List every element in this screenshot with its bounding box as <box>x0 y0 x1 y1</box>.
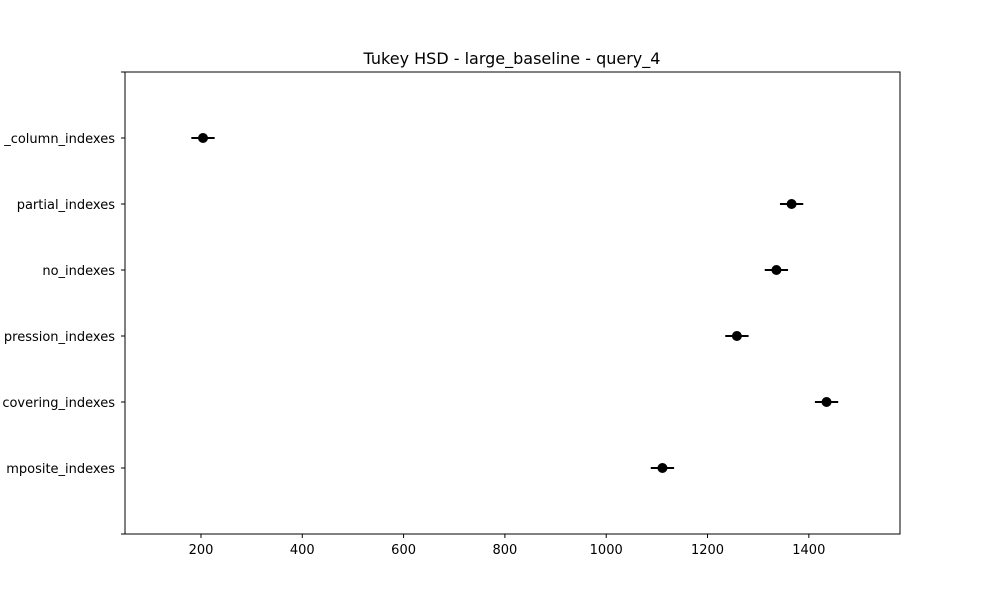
x-tick-label: 400 <box>290 543 315 558</box>
mean-point <box>198 133 209 143</box>
x-axis: 200 400 600 800 1000 1200 1400 <box>189 534 825 558</box>
mean-point <box>771 265 782 275</box>
y-tick-label: _column_indexes <box>3 132 115 147</box>
x-tick-label: 1400 <box>792 543 825 558</box>
mean-point <box>657 463 668 473</box>
y-tick-label: covering_indexes <box>2 396 115 411</box>
y-tick-label: partial_indexes <box>17 198 116 213</box>
mean-point <box>731 331 742 341</box>
x-tick-label: 200 <box>189 543 214 558</box>
x-tick-label: 800 <box>492 543 517 558</box>
y-axis: _column_indexes partial_indexes no_indexes… <box>2 71 125 535</box>
data-marks <box>191 133 839 473</box>
x-tick-label: 600 <box>391 543 416 558</box>
y-tick-label: no_indexes <box>42 264 115 279</box>
plot-frame <box>124 71 901 535</box>
y-tick-label: pression_indexes <box>4 330 115 345</box>
mean-point <box>821 397 832 407</box>
x-tick-label: 1000 <box>590 543 623 558</box>
x-tick-label: 1200 <box>691 543 724 558</box>
mean-point <box>786 199 797 209</box>
y-tick-label: mposite_indexes <box>6 462 115 477</box>
chart-title: Tukey HSD - large_baseline - query_4 <box>363 49 661 69</box>
